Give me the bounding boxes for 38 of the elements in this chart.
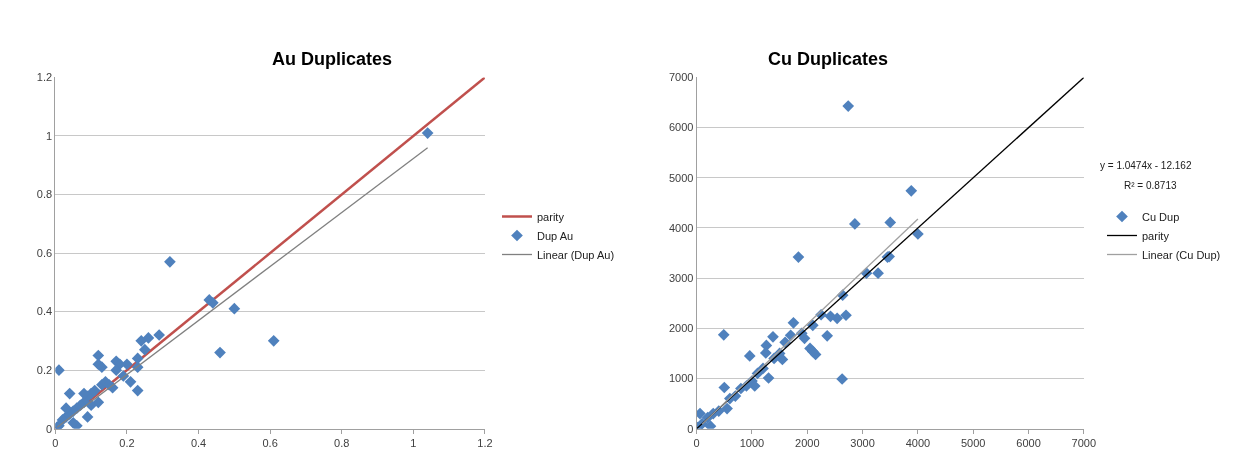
y-tick-label: 1 — [46, 129, 53, 142]
legend-label: parity — [1142, 229, 1170, 242]
y-tick-label: 0.2 — [36, 363, 53, 376]
legend-label: Dup Au — [537, 229, 574, 242]
legend-label: parity — [537, 210, 565, 223]
y-tick-label: 0.6 — [36, 246, 53, 259]
y-tick-label: 2000 — [668, 322, 694, 335]
x-tick-label: 4000 — [905, 436, 931, 449]
x-tick-label: 0.2 — [119, 436, 135, 449]
y-tick-label: 7000 — [668, 71, 694, 84]
text: R² = 0.8713 — [1124, 180, 1177, 191]
chart-title: Cu Duplicates — [768, 49, 889, 69]
y-tick-label: 5000 — [668, 171, 694, 184]
x-tick-label: 0.8 — [334, 436, 350, 449]
legend-label: Linear (Dup Au) — [537, 248, 615, 261]
x-tick-label: 7000 — [1071, 436, 1097, 449]
x-tick-label: 6000 — [1016, 436, 1041, 449]
x-tick-label: 5000 — [960, 436, 986, 449]
y-tick-label: 0 — [46, 422, 53, 435]
y-tick-label: 0.4 — [36, 305, 53, 318]
x-tick-label: 3000 — [850, 436, 875, 449]
x-tick-label: 1 — [410, 436, 417, 449]
y-tick-label: 0 — [687, 422, 694, 435]
legend-label: Cu Dup — [1142, 210, 1180, 223]
legend-label: Linear (Cu Dup) — [1142, 248, 1221, 261]
y-tick-label: 0.8 — [36, 188, 53, 201]
y-tick-label: 6000 — [668, 121, 694, 134]
chart-title: Au Duplicates — [272, 49, 393, 69]
y-tick-label: 4000 — [668, 221, 694, 234]
x-tick-label: 0.4 — [190, 436, 207, 449]
x-tick-label: 1.2 — [477, 436, 493, 449]
y-tick-label: 1000 — [668, 372, 694, 385]
y-tick-label: 3000 — [668, 272, 694, 284]
y-tick-label: 1.2 — [36, 71, 53, 84]
text: y = 1.0474x - 12.162 — [1100, 160, 1192, 171]
x-tick-label: 0.6 — [262, 436, 278, 449]
x-tick-label: 2000 — [795, 436, 820, 449]
x-tick-label: 1000 — [739, 436, 765, 449]
